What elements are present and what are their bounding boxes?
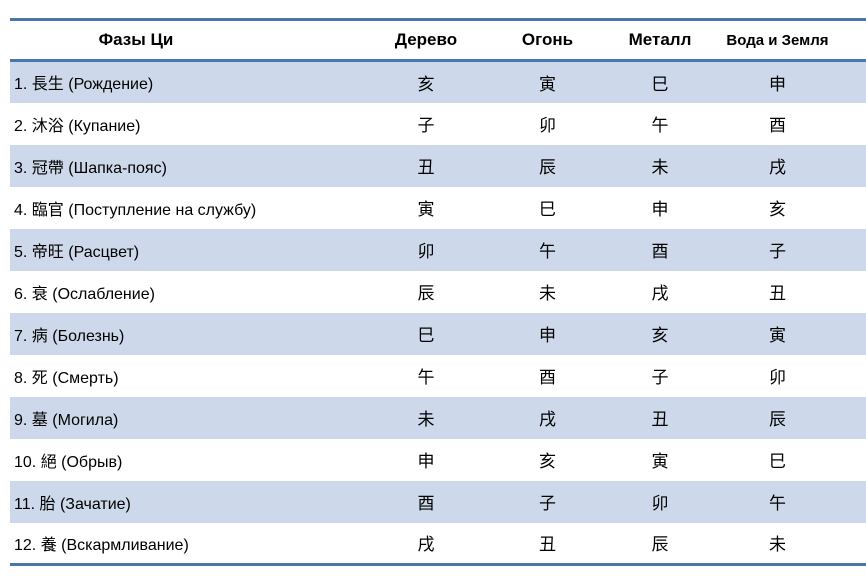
fire-branch-cell: 卯 [539, 116, 556, 135]
fire-branch-cell: 巳 [539, 200, 556, 219]
metal-branch-cell: 亥 [651, 326, 669, 345]
phase-cell: 12. 養 (Вскармливание) [14, 536, 189, 554]
metal-branch-cell: 卯 [651, 494, 669, 513]
header-cell-water-earth: Вода и Земля [715, 19, 866, 62]
fire-branch-cell: 子 [539, 494, 556, 513]
phase-cell: 4. 臨官 (Поступление на службу) [14, 201, 257, 219]
water-earth-branch-cell: 申 [769, 74, 786, 94]
metal-branch-cell: 戌 [651, 284, 669, 303]
phase-cell: 9. 墓 (Могила) [14, 411, 119, 429]
wood-branch-cell: 卯 [417, 242, 435, 261]
wood-branch-cell: 寅 [417, 200, 435, 219]
table-row: 1. 長生 (Рождение) 亥 寅 巳 申 [10, 60, 866, 103]
phase-cell: 11. 胎 (Зачатие) [14, 495, 131, 513]
phase-cell: 5. 帝旺 (Расцвет) [14, 243, 140, 261]
metal-branch-cell: 申 [651, 200, 669, 219]
fire-branch-cell: 亥 [539, 452, 556, 471]
wood-branch-cell: 午 [417, 368, 435, 387]
phase-cell: 1. 長生 (Рождение) [14, 76, 154, 94]
table-header: Фазы Ци Дерево Огонь Металл Вода и Земля [10, 19, 866, 62]
water-earth-branch-cell: 酉 [769, 116, 786, 135]
table-body: 1. 長生 (Рождение) 亥寅巳申 2. 沐浴 (Купание) 子卯午酉 3… [10, 60, 866, 565]
metal-branch-cell: 丑 [651, 410, 669, 429]
metal-branch-cell: 巳 [651, 74, 669, 94]
fire-branch-cell: 辰 [539, 158, 556, 177]
header-cell-metal: Металл [605, 19, 715, 62]
table-row: 8. 死 (Смерть) 午 酉 子 卯 [10, 354, 866, 397]
wood-branch-cell: 子 [417, 116, 435, 135]
qi-phases-table: Фазы Ци Дерево Огонь Металл Вода и Земля… [10, 18, 866, 566]
fire-branch-cell: 申 [539, 326, 556, 345]
fire-branch-cell: 丑 [539, 535, 556, 555]
wood-branch-cell: 申 [417, 452, 435, 471]
table-row: 11. 胎 (Зачатие) 酉 子 卯 午 [10, 480, 866, 523]
metal-branch-cell: 寅 [651, 452, 669, 471]
metal-branch-cell: 午 [651, 116, 669, 135]
table-row: 7. 病 (Болезнь) 巳 申 亥 寅 [10, 312, 866, 355]
water-earth-branch-cell: 午 [769, 494, 786, 513]
metal-branch-cell: 未 [651, 158, 669, 177]
wood-branch-cell: 未 [417, 410, 435, 429]
wood-branch-cell: 亥 [417, 74, 435, 94]
metal-branch-cell: 辰 [651, 535, 669, 555]
phase-cell: 8. 死 (Смерть) [14, 369, 119, 387]
water-earth-branch-cell: 子 [769, 242, 786, 261]
table-row: 12. 養 (Вскармливание) 戌 丑 辰 未 [10, 522, 866, 565]
wood-branch-cell: 丑 [417, 158, 435, 177]
metal-branch-cell: 子 [651, 368, 669, 387]
qi-phases-table-container: Фазы Ци Дерево Огонь Металл Вода и Земля… [10, 18, 866, 566]
phase-cell: 7. 病 (Болезнь) [14, 327, 125, 345]
phase-cell: 6. 衰 (Ослабление) [14, 285, 155, 303]
wood-branch-cell: 酉 [417, 494, 435, 513]
table-row: 9. 墓 (Могила) 未 戌 丑 辰 [10, 396, 866, 439]
water-earth-branch-cell: 戌 [769, 158, 786, 177]
fire-branch-cell: 酉 [539, 368, 556, 387]
table-header-row: Фазы Ци Дерево Огонь Металл Вода и Земля [10, 19, 866, 62]
table-row: 10. 絕 (Обрыв) 申 亥 寅 巳 [10, 438, 866, 481]
phase-cell: 3. 冠帶 (Шапка-пояс) [14, 159, 167, 177]
table-row: 3. 冠帶 (Шапка-пояс) 丑 辰 未 戌 [10, 144, 866, 187]
table-row: 5. 帝旺 (Расцвет) 卯 午 酉 子 [10, 228, 866, 271]
water-earth-branch-cell: 辰 [769, 410, 786, 429]
header-cell-wood: Дерево [362, 19, 490, 62]
phase-cell: 2. 沐浴 (Купание) [14, 117, 141, 135]
wood-branch-cell: 辰 [417, 284, 435, 303]
header-cell-fire: Огонь [490, 19, 605, 62]
table-row: 4. 臨官 (Поступление на службу) 寅 巳 申 亥 [10, 186, 866, 229]
water-earth-branch-cell: 丑 [769, 284, 786, 303]
water-earth-branch-cell: 巳 [769, 452, 786, 471]
fire-branch-cell: 午 [539, 242, 556, 261]
table-row: 2. 沐浴 (Купание) 子 卯 午 酉 [10, 102, 866, 145]
fire-branch-cell: 未 [539, 284, 556, 303]
metal-branch-cell: 酉 [651, 242, 669, 261]
table-row: 6. 衰 (Ослабление) 辰 未 戌 丑 [10, 270, 866, 313]
water-earth-branch-cell: 亥 [769, 200, 786, 219]
fire-branch-cell: 戌 [539, 410, 556, 429]
water-earth-branch-cell: 寅 [769, 326, 786, 345]
phase-cell: 10. 絕 (Обрыв) [14, 453, 123, 471]
water-earth-branch-cell: 未 [769, 535, 786, 555]
water-earth-branch-cell: 卯 [769, 368, 786, 387]
header-cell-qi-phases: Фазы Ци [10, 19, 362, 62]
wood-branch-cell: 巳 [417, 326, 435, 345]
fire-branch-cell: 寅 [539, 74, 556, 94]
wood-branch-cell: 戌 [417, 535, 435, 555]
